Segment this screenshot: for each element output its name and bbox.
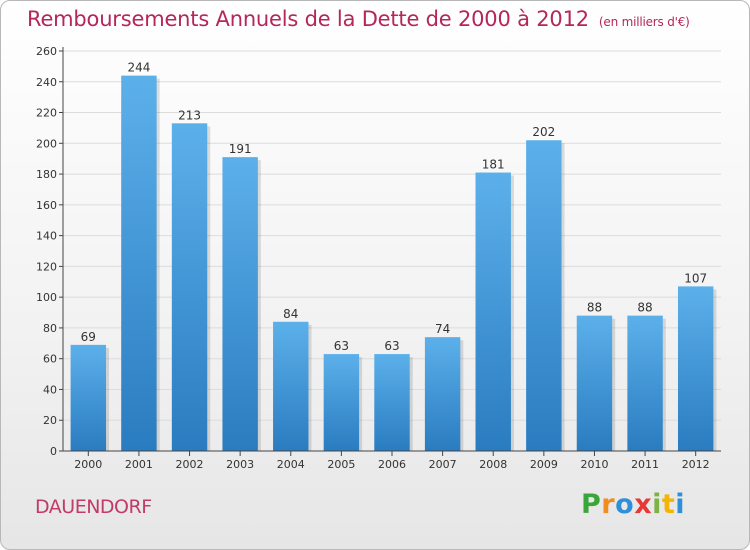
bar (121, 75, 157, 451)
logo-letter: o (615, 489, 635, 520)
y-tick-label: 0 (50, 445, 57, 458)
x-tick-label: 2000 (74, 458, 102, 471)
x-tick-label: 2011 (631, 458, 659, 471)
x-tick-label: 2009 (530, 458, 558, 471)
bar (424, 337, 461, 451)
logo-letter: i (652, 489, 662, 520)
data-label: 88 (587, 301, 602, 315)
x-tick-label: 2005 (327, 458, 355, 471)
y-tick-label: 260 (36, 45, 57, 58)
bars: 69 244 213 191 84 63 63 74 181 202 88 88 107 (70, 61, 717, 452)
y-tick-label: 220 (36, 107, 57, 120)
chart-title-text: Remboursements Annuels de la Dette de 20… (27, 7, 589, 31)
data-label: 84 (283, 307, 298, 321)
bar (374, 354, 410, 451)
logo-letter: t (661, 489, 676, 520)
bar (576, 315, 613, 451)
y-tick-label: 20 (43, 414, 57, 427)
x-tick-label: 2006 (378, 458, 406, 471)
bar (677, 286, 714, 451)
y-tick-label: 180 (36, 168, 57, 181)
y-tick-label: 60 (43, 353, 57, 366)
bar (171, 123, 208, 452)
y-tick-label: 240 (36, 76, 57, 89)
bar (222, 157, 258, 451)
bar (627, 315, 663, 451)
x-tick-label: 2002 (176, 458, 204, 471)
x-tick-label: 2008 (479, 458, 507, 471)
y-tick-label: 80 (43, 322, 57, 335)
data-label: 202 (532, 125, 555, 139)
logo-letter: P (581, 489, 602, 520)
proxiti-logo: Proxiti (581, 489, 685, 520)
data-label: 74 (435, 322, 450, 336)
y-tick-label: 120 (36, 260, 57, 273)
y-tick-label: 160 (36, 199, 57, 212)
bar (323, 354, 360, 451)
data-label: 181 (482, 158, 505, 172)
y-tick-label: 100 (36, 291, 57, 304)
commune-name: DAUENDORF (35, 496, 152, 518)
x-tick-label: 2012 (682, 458, 710, 471)
data-label: 213 (178, 108, 201, 122)
data-label: 63 (334, 339, 349, 353)
data-label: 191 (229, 142, 252, 156)
logo-letter: i (675, 489, 686, 520)
x-tick-label: 2007 (429, 458, 457, 471)
bar (70, 344, 107, 451)
bar (526, 140, 562, 451)
y-tick-label: 140 (36, 230, 57, 243)
bar (273, 321, 309, 451)
logo-letter: x (634, 489, 653, 520)
data-label: 69 (81, 330, 96, 344)
x-tick-label: 2003 (226, 458, 254, 471)
x-tick-label: 2004 (277, 458, 305, 471)
data-label: 88 (637, 301, 652, 315)
bar (475, 172, 511, 452)
x-tick-label: 2001 (125, 458, 153, 471)
y-tick-label: 200 (36, 137, 57, 150)
chart-title: Remboursements Annuels de la Dette de 20… (27, 7, 690, 31)
chart-subtitle: (en milliers d'€) (598, 15, 690, 29)
data-label: 244 (127, 61, 150, 75)
axes: 0 20 40 60 80 100 120 140 160 180 200 220 240 260 2000… (36, 45, 721, 471)
x-tick-label: 2010 (580, 458, 608, 471)
data-label: 107 (684, 271, 707, 285)
y-tick-label: 40 (43, 383, 57, 396)
data-label: 63 (384, 339, 399, 353)
logo-letter: r (601, 489, 616, 520)
